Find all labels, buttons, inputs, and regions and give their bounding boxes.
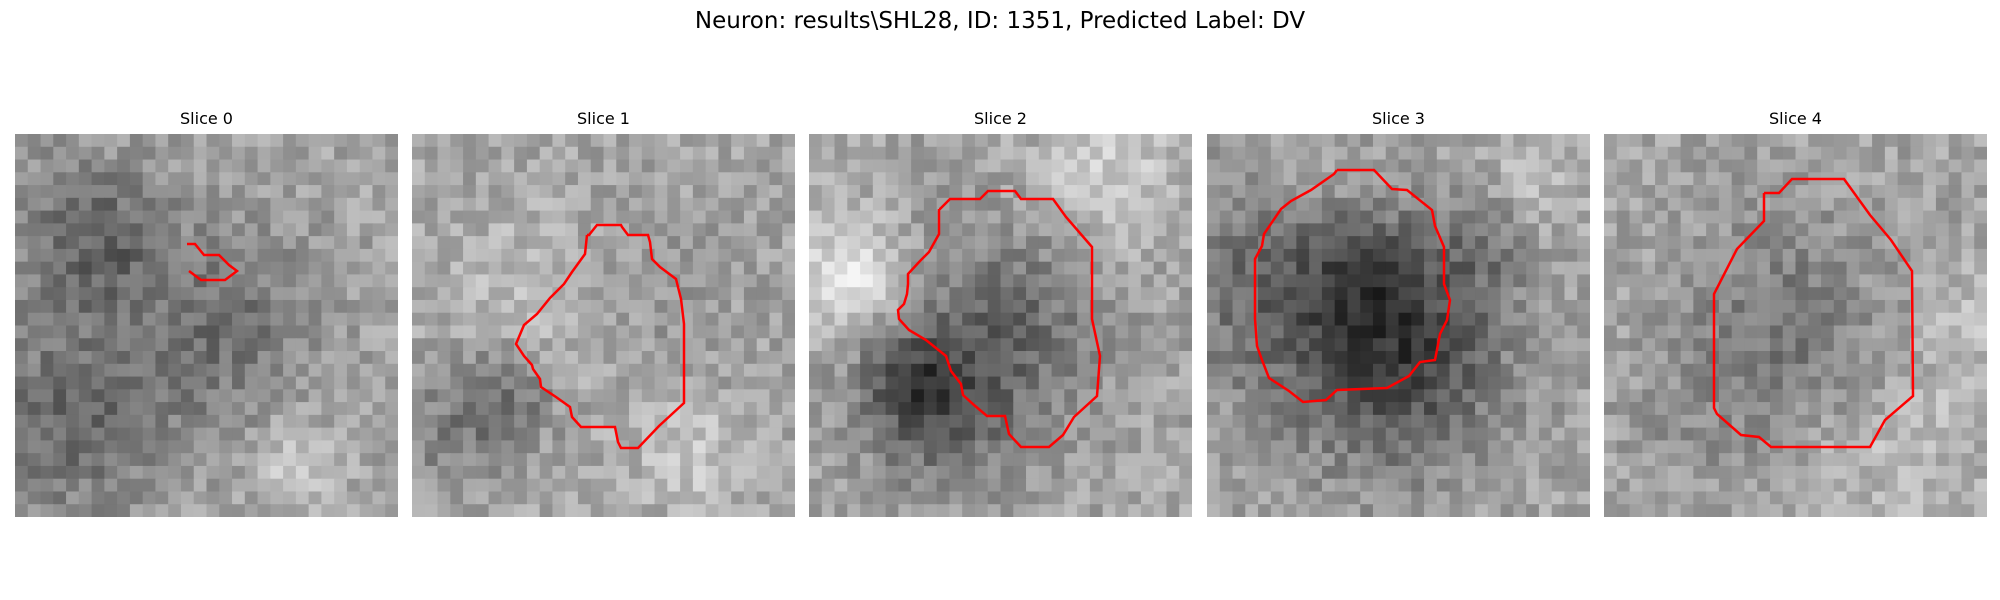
cell-contour-4 <box>1712 177 1915 449</box>
slice-title-4: Slice 4 <box>1769 109 1822 128</box>
slice-panel-1: Slice 1 <box>412 108 795 517</box>
slice-title-3: Slice 3 <box>1372 109 1425 128</box>
slice-pixels-0 <box>15 134 398 517</box>
slice-image-1 <box>412 134 795 517</box>
slice-panel-0: Slice 0 <box>15 108 398 517</box>
slice-panel-3: Slice 3 <box>1207 108 1590 517</box>
slice-title-0: Slice 0 <box>180 109 233 128</box>
cell-contour-2 <box>896 189 1102 449</box>
figure-title: Neuron: results\SHL28, ID: 1351, Predict… <box>694 8 1306 34</box>
slice-pixels-1 <box>412 134 795 517</box>
cell-contour-0 <box>187 242 240 282</box>
slice-image-2 <box>809 134 1192 517</box>
cell-contour-3 <box>1253 168 1452 404</box>
slice-pixels-4 <box>1604 134 1987 517</box>
slice-title-1: Slice 1 <box>577 109 630 128</box>
slice-pixels-3 <box>1207 134 1590 517</box>
slice-panel-4: Slice 4 <box>1604 108 1987 517</box>
slice-image-4 <box>1604 134 1987 517</box>
slice-image-3 <box>1207 134 1590 517</box>
slice-title-2: Slice 2 <box>974 109 1027 128</box>
slice-image-0 <box>15 134 398 517</box>
slice-pixels-2 <box>809 134 1192 517</box>
cell-contour-1 <box>514 223 686 450</box>
slice-panel-2: Slice 2 <box>809 108 1192 517</box>
